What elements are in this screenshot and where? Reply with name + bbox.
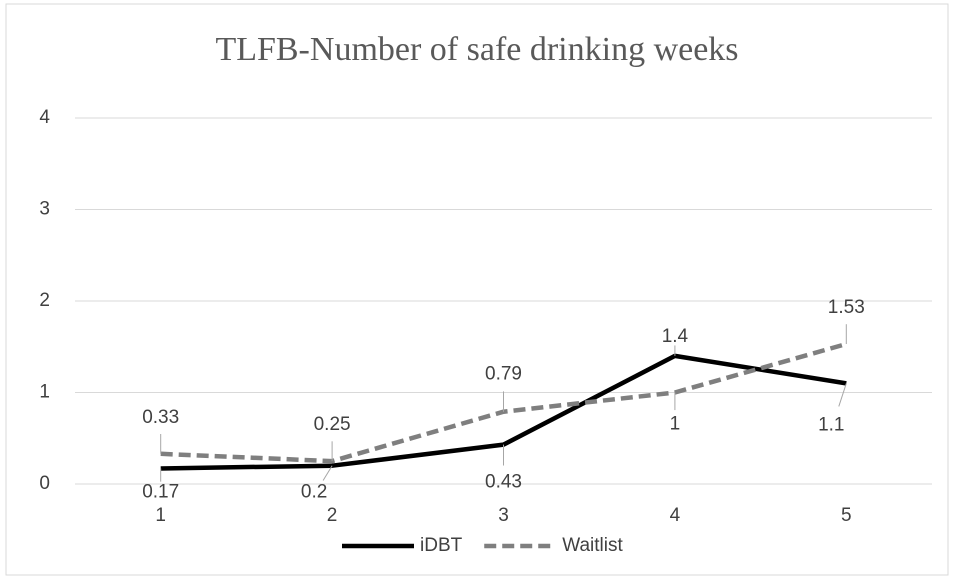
data-label: 0.43 (485, 472, 522, 493)
data-label: 0.17 (142, 481, 179, 502)
y-tick-label: 3 (39, 199, 50, 220)
x-tick-label: 1 (155, 505, 166, 526)
leader-line (322, 465, 333, 481)
x-tick-label: 4 (670, 505, 681, 526)
chart-title: TLFB-Number of safe drinking weeks (215, 31, 738, 68)
leader-line (838, 383, 847, 407)
data-label: 1.53 (828, 297, 865, 318)
chart-border (5, 3, 949, 576)
legend-label: Waitlist (562, 535, 623, 556)
y-tick-label: 0 (39, 473, 50, 494)
data-label: 1.1 (818, 414, 844, 435)
x-tick-label: 5 (841, 505, 852, 526)
y-tick-label: 2 (39, 290, 50, 311)
x-tick-label: 2 (327, 505, 338, 526)
legend-label: iDBT (420, 535, 463, 556)
data-label: 0.25 (314, 414, 351, 435)
data-label: 1.4 (662, 326, 689, 347)
data-label: 0.33 (142, 407, 179, 428)
y-tick-label: 4 (39, 107, 50, 128)
data-label: 1 (670, 414, 681, 435)
data-label: 0.79 (485, 364, 522, 385)
data-label: 0.2 (301, 482, 327, 503)
x-tick-label: 3 (498, 505, 509, 526)
y-tick-label: 1 (39, 382, 50, 403)
